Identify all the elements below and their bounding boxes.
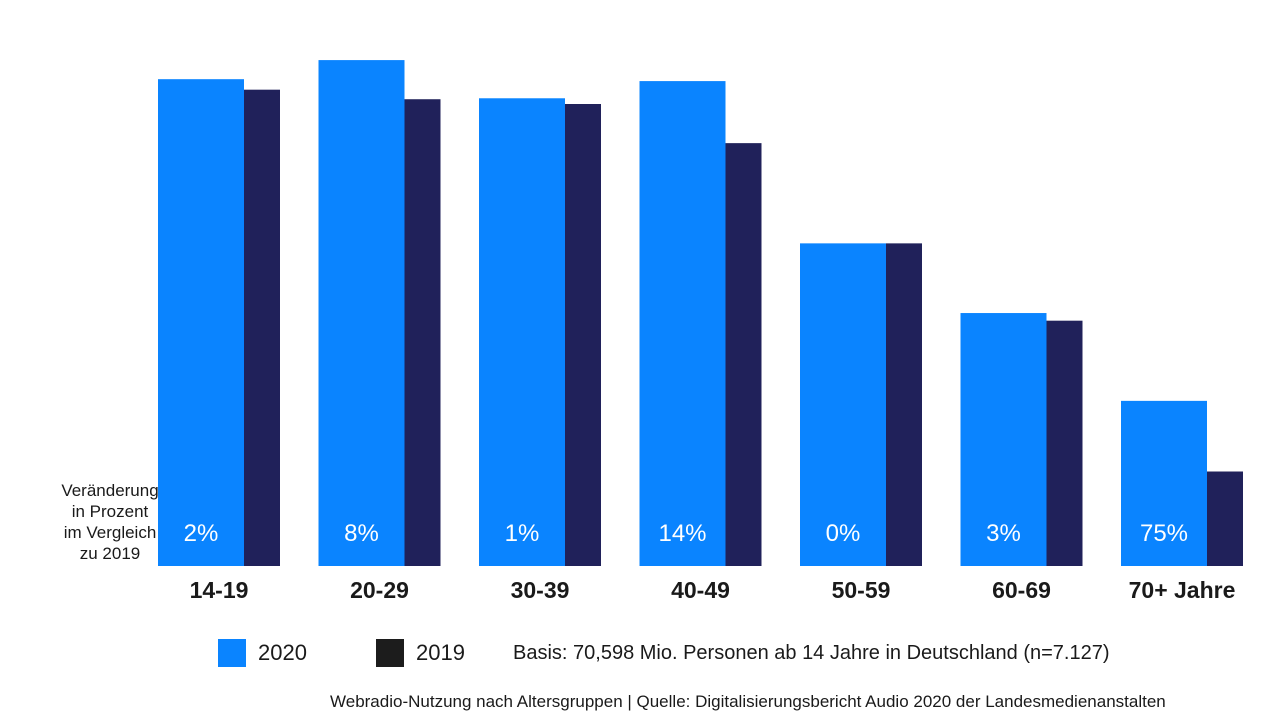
legend-item-2020: 2020 xyxy=(218,638,307,668)
x-tick-label-40-49: 40-49 xyxy=(671,577,730,603)
data-label-70+ Jahre: 75% xyxy=(1140,520,1188,547)
source-note: Webradio-Nutzung nach Altersgruppen | Qu… xyxy=(330,692,1166,711)
data-label-20-29: 8% xyxy=(344,520,379,547)
bar-2019-50-59 xyxy=(886,243,922,566)
bar-2019-14-19 xyxy=(244,89,280,566)
bar-2019-30-39 xyxy=(565,104,601,566)
data-label-30-39: 1% xyxy=(505,520,540,547)
data-label-40-49: 14% xyxy=(658,520,706,547)
legend-swatch-2019 xyxy=(376,639,404,667)
bar-2020-40-49 xyxy=(639,81,726,566)
bar-2019-40-49 xyxy=(725,143,762,567)
data-label-14-19: 2% xyxy=(184,520,219,547)
data-label-50-59: 0% xyxy=(826,520,861,547)
legend-label-2019: 2019 xyxy=(416,640,465,665)
legend-label-2020: 2020 xyxy=(258,640,307,665)
x-tick-label-50-59: 50-59 xyxy=(832,577,891,603)
legend-swatch-2020 xyxy=(218,639,246,667)
bar-2020-70+ Jahre xyxy=(1121,400,1207,566)
bar-2020-20-29 xyxy=(318,60,405,566)
x-tick-label-30-39: 30-39 xyxy=(511,577,570,603)
x-tick-label-20-29: 20-29 xyxy=(350,577,409,603)
x-tick-label-60-69: 60-69 xyxy=(992,577,1051,603)
bar-2019-20-29 xyxy=(404,99,441,567)
change-label-title: Veränderung in Prozent im Vergleich zu 2… xyxy=(20,480,200,564)
change-label-line-3: im Vergleich xyxy=(63,523,157,542)
basis-note: Basis: 70,598 Mio. Personen ab 14 Jahre … xyxy=(513,642,1110,664)
change-label-line-2: in Prozent xyxy=(71,502,149,521)
legend-item-2019: 2019 xyxy=(376,638,465,668)
bar-2019-70+ Jahre xyxy=(1207,471,1243,566)
bar-2020-14-19 xyxy=(158,79,244,566)
data-label-60-69: 3% xyxy=(986,520,1021,547)
bar-2020-60-69 xyxy=(960,313,1047,566)
x-tick-label-14-19: 14-19 xyxy=(190,577,249,603)
bar-2020-50-59 xyxy=(800,243,886,566)
change-label-line-1: Veränderung xyxy=(61,481,159,500)
bar-2019-60-69 xyxy=(1046,320,1083,566)
x-tick-label-70+ Jahre: 70+ Jahre xyxy=(1129,577,1236,603)
bar-2020-30-39 xyxy=(479,98,565,566)
change-label-line-4: zu 2019 xyxy=(79,544,141,563)
